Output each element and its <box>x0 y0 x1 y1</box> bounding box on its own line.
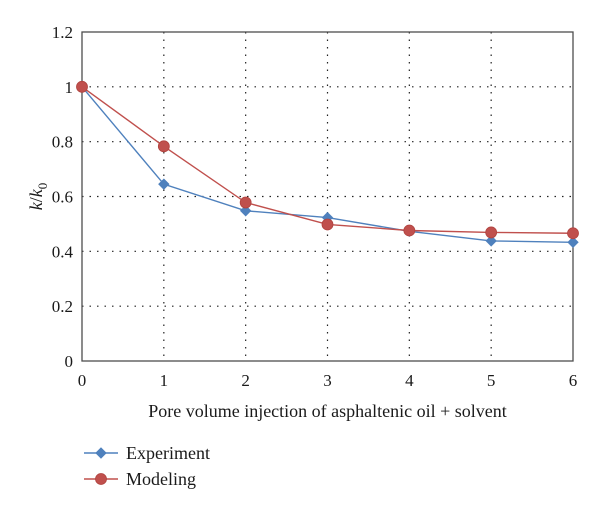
circle-point <box>403 224 416 237</box>
y-axis-title-slash: / <box>26 197 46 202</box>
y-tick-labels: 0 0.2 0.4 0.6 0.8 1 1.2 <box>52 23 74 371</box>
x-axis-title: Pore volume injection of asphaltenic oil… <box>148 401 507 421</box>
x-tick-label: 5 <box>487 371 496 390</box>
y-axis-title-denominator: k <box>26 188 46 197</box>
y-tick-label: 0.4 <box>52 242 74 261</box>
y-tick-label: 0.8 <box>52 133 73 152</box>
diamond-point <box>239 205 252 217</box>
y-tick-label: 0 <box>65 352 74 371</box>
legend-item: Modeling <box>84 469 196 489</box>
circle-point <box>157 140 170 153</box>
diamond-point <box>567 236 579 248</box>
legend-swatch-marker <box>95 473 107 485</box>
x-tick-label: 4 <box>405 371 414 390</box>
y-tick-label: 0.2 <box>52 297 73 316</box>
legend-label: Modeling <box>126 469 196 489</box>
legend: Experiment Modeling <box>84 443 210 489</box>
y-tick-label: 0.6 <box>52 188 73 207</box>
x-tick-label: 1 <box>160 371 169 390</box>
x-tick-labels: 0 1 2 3 4 5 6 <box>78 371 578 390</box>
x-tick-label: 2 <box>241 371 250 390</box>
x-tick-label: 3 <box>323 371 332 390</box>
y-tick-label: 1.2 <box>52 23 73 42</box>
y-axis-title: k/k0 <box>26 183 50 211</box>
plot-area-frame <box>81 31 574 362</box>
diamond-point <box>485 235 497 247</box>
y-axis-title-subscript: 0 <box>35 183 50 190</box>
series-modeling <box>76 80 579 240</box>
circle-point <box>321 218 334 231</box>
legend-item: Experiment <box>84 443 210 463</box>
circle-point <box>567 227 579 240</box>
y-axis-title-base: k <box>26 201 46 210</box>
x-tick-label: 0 <box>78 371 87 390</box>
circle-point <box>485 226 498 239</box>
grid-lines <box>82 32 573 361</box>
y-tick-label: 1 <box>65 78 74 97</box>
x-tick-label: 6 <box>569 371 578 390</box>
circle-point <box>76 80 88 93</box>
series-lines <box>76 80 579 248</box>
legend-swatch-marker <box>95 447 107 459</box>
legend-label: Experiment <box>126 443 210 463</box>
circle-point <box>239 196 252 209</box>
diamond-point <box>158 178 170 190</box>
